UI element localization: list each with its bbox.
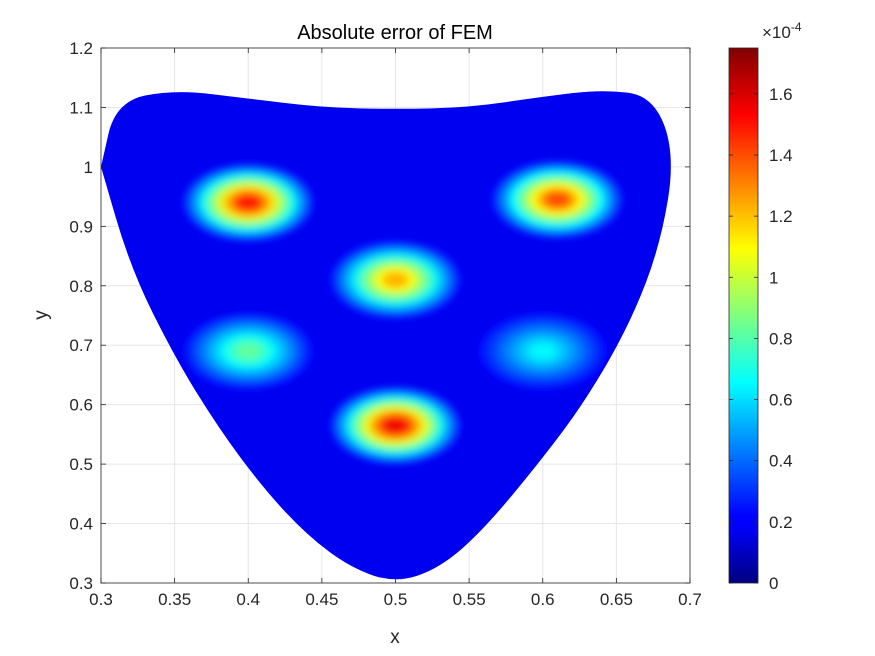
error-contour: [382, 417, 409, 434]
y-tick-label: 0.5: [69, 455, 93, 474]
x-tick-label: 0.6: [531, 590, 555, 609]
x-axis-ticks: 0.3 0.35 0.4 0.45 0.5 0.55 0.6 0.65 0.7: [89, 48, 702, 609]
error-contour: [235, 194, 262, 211]
colorbar-tick-label: 1: [769, 268, 778, 287]
x-tick-label: 0.4: [236, 590, 260, 609]
y-axis-label: y: [31, 310, 52, 320]
colorbar-tick-label: 0: [769, 574, 778, 593]
y-tick-label: 1: [84, 158, 93, 177]
y-tick-label: 0.6: [69, 396, 93, 415]
error-contour: [235, 343, 262, 360]
x-tick-label: 0.65: [600, 590, 633, 609]
y-tick-label: 0.4: [69, 515, 93, 534]
y-tick-label: 1.2: [69, 39, 93, 58]
colorbar-ticks: 0 0.2 0.4 0.6 0.8 1 1.2 1.4 1.6: [729, 85, 793, 593]
colorbar: [728, 47, 759, 584]
y-tick-label: 0.7: [69, 336, 93, 355]
y-tick-label: 0.3: [69, 574, 93, 593]
error-contour: [529, 343, 556, 360]
colorbar-tick-label: 0.2: [769, 513, 793, 532]
x-tick-label: 0.35: [158, 590, 191, 609]
x-tick-label: 0.55: [453, 590, 486, 609]
x-tick-label: 0.3: [89, 590, 113, 609]
x-tick-label: 0.7: [678, 590, 702, 609]
x-tick-label: 0.5: [384, 590, 408, 609]
error-peak: [474, 311, 611, 392]
error-contour: [544, 191, 571, 208]
colorbar-exponent: ×10-4: [762, 20, 802, 42]
error-peak: [180, 311, 317, 392]
y-tick-label: 0.9: [69, 217, 93, 236]
colorbar-tick-label: 0.8: [769, 329, 793, 348]
colorbar-tick-label: 0.4: [769, 452, 793, 471]
y-tick-label: 1.1: [69, 98, 93, 117]
x-axis-label: x: [390, 627, 400, 648]
error-peak: [180, 162, 317, 243]
colorbar-tick-label: 0.6: [769, 391, 793, 410]
error-peak: [327, 239, 464, 320]
error-peak: [489, 159, 626, 240]
x-tick-label: 0.45: [305, 590, 338, 609]
colorbar-exponent-base: ×10: [762, 23, 791, 42]
colorbar-tick-label: 1.6: [769, 85, 793, 104]
chart-title: Absolute error of FEM: [297, 22, 493, 44]
error-contour: [382, 271, 409, 288]
y-axis-ticks: 0.3 0.4 0.5 0.6 0.7 0.8 0.9 1 1.1 1.2: [69, 39, 690, 593]
colorbar-tick-label: 1.2: [769, 207, 793, 226]
error-peak: [327, 385, 464, 466]
field-peaks: [180, 159, 626, 466]
colorbar-tick-label: 1.4: [769, 146, 793, 165]
colorbar-exponent-power: -4: [791, 20, 802, 34]
y-tick-label: 0.8: [69, 277, 93, 296]
